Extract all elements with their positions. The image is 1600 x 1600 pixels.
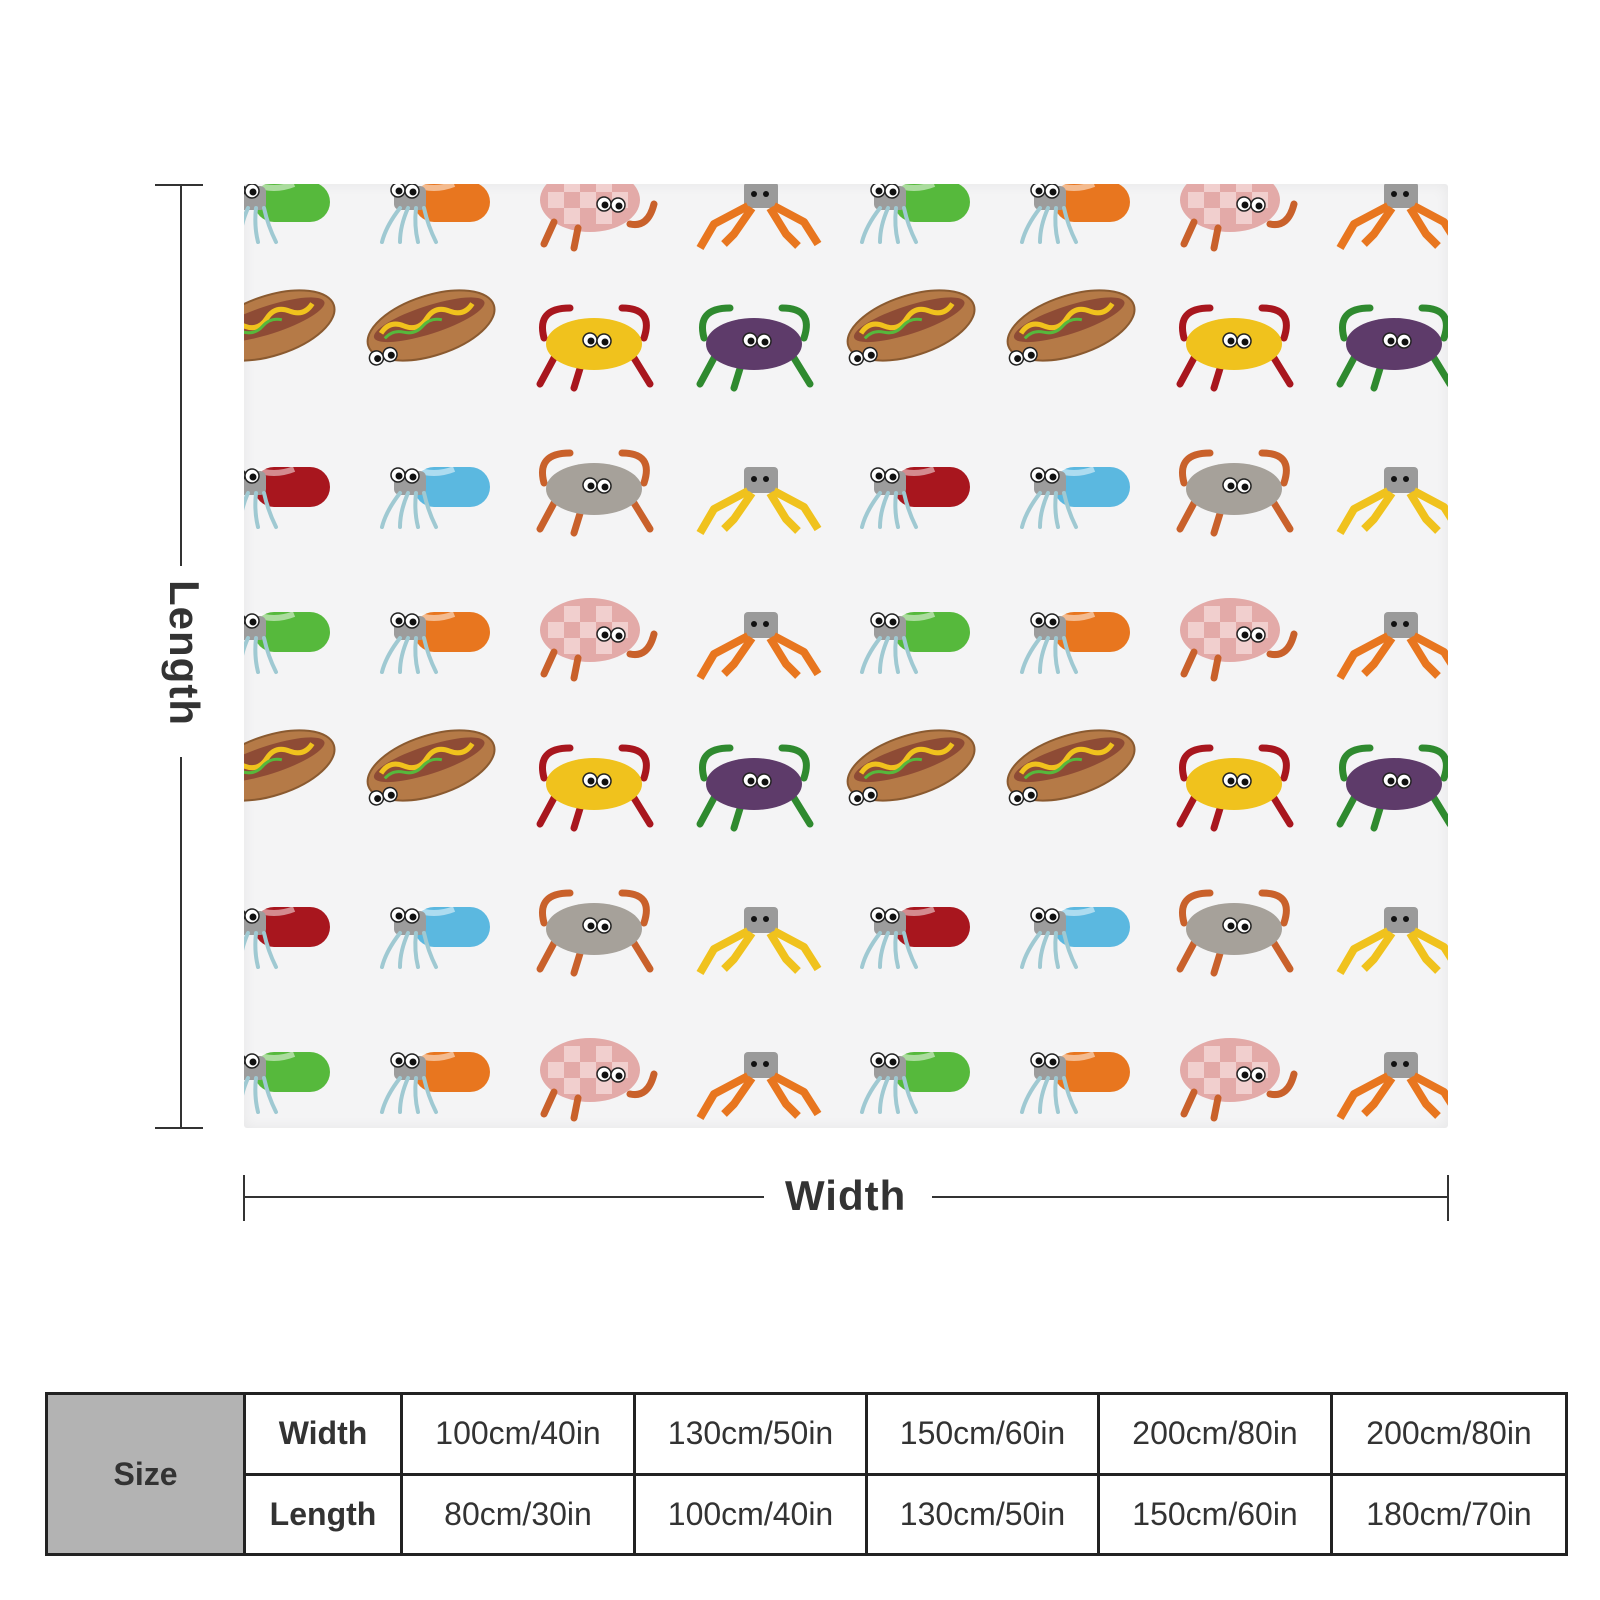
length-label-text: Length	[161, 580, 208, 726]
width-cell: 200cm/80in	[1330, 1392, 1568, 1476]
hot-dog-crab-icon	[366, 289, 496, 366]
width-cell: 200cm/80in	[1097, 1392, 1333, 1476]
hermit-crab-icon	[860, 611, 970, 674]
beetle-crab-icon	[536, 744, 654, 832]
hermit-crab-icon	[380, 906, 490, 969]
hermit-crab-icon	[244, 906, 330, 969]
hot-dog-crab-icon	[366, 729, 496, 806]
size-table-length-row: Length 80cm/30in 100cm/40in 130cm/50in 1…	[47, 1472, 1568, 1556]
width-left-tick	[243, 1175, 245, 1221]
hermit-crab-icon	[380, 466, 490, 529]
hermit-crab-icon	[860, 1051, 970, 1114]
hermit-crab-icon	[1020, 184, 1130, 244]
length-line-lower	[180, 757, 182, 1128]
length-line-upper	[180, 184, 182, 566]
blanket-pattern-preview	[244, 184, 1448, 1128]
beetle-crab-icon	[536, 449, 654, 537]
crab-pattern	[244, 184, 1448, 1122]
hermit-crab-icon	[244, 466, 330, 529]
hermit-crab-icon	[860, 184, 970, 244]
hermit-crab-icon	[860, 906, 970, 969]
hermit-crab-icon	[380, 1051, 490, 1114]
hermit-crab-icon	[1020, 611, 1130, 674]
width-cell: 150cm/60in	[865, 1392, 1100, 1476]
spider-crab-icon	[1336, 184, 1448, 251]
length-cell: 100cm/40in	[633, 1472, 868, 1556]
beetle-crab-icon	[1176, 744, 1294, 832]
spider-crab-icon	[696, 467, 822, 536]
spider-crab-icon	[696, 612, 822, 681]
hermit-crab-icon	[1180, 184, 1298, 252]
length-cell: 180cm/70in	[1330, 1472, 1568, 1556]
size-header: Size	[45, 1392, 246, 1556]
length-row-label: Length	[243, 1472, 403, 1556]
beetle-crab-icon	[1336, 744, 1448, 832]
spider-crab-icon	[696, 184, 822, 251]
length-bottom-tick	[155, 1127, 203, 1129]
spider-crab-icon	[1336, 907, 1448, 976]
hermit-crab-icon	[244, 1051, 330, 1114]
beetle-crab-icon	[696, 744, 814, 832]
length-top-tick	[155, 184, 203, 186]
hermit-crab-icon	[540, 598, 658, 682]
hot-dog-crab-icon	[846, 289, 976, 366]
width-row-label: Width	[243, 1392, 403, 1476]
hermit-crab-icon	[380, 611, 490, 674]
beetle-crab-icon	[1176, 449, 1294, 537]
beetle-crab-icon	[536, 889, 654, 977]
hermit-crab-icon	[860, 466, 970, 529]
hot-dog-crab-icon	[1006, 729, 1136, 806]
spider-crab-icon	[696, 1052, 822, 1121]
length-cell: 130cm/50in	[865, 1472, 1100, 1556]
size-table-width-row: Size Width 100cm/40in 130cm/50in 150cm/6…	[45, 1392, 1568, 1556]
hermit-crab-icon	[244, 611, 330, 674]
beetle-crab-icon	[1176, 304, 1294, 392]
hermit-crab-icon	[1020, 906, 1130, 969]
hermit-crab-icon	[1180, 598, 1298, 682]
hermit-crab-icon	[540, 1038, 658, 1122]
width-cell: 100cm/40in	[400, 1392, 636, 1476]
beetle-crab-icon	[1336, 304, 1448, 392]
spider-crab-icon	[1336, 467, 1448, 536]
size-table: Size Width 100cm/40in 130cm/50in 150cm/6…	[45, 1392, 1568, 1556]
beetle-crab-icon	[1176, 889, 1294, 977]
beetle-crab-icon	[536, 304, 654, 392]
width-cell: 130cm/50in	[633, 1392, 868, 1476]
hermit-crab-icon	[1020, 466, 1130, 529]
length-cell: 80cm/30in	[400, 1472, 636, 1556]
beetle-crab-icon	[696, 304, 814, 392]
hot-dog-crab-icon	[244, 289, 336, 362]
hermit-crab-icon	[380, 184, 490, 244]
hermit-crab-icon	[1180, 1038, 1298, 1122]
width-line-left	[243, 1196, 764, 1198]
hot-dog-crab-icon	[1006, 289, 1136, 366]
hot-dog-crab-icon	[846, 729, 976, 806]
width-right-tick	[1447, 1175, 1449, 1221]
width-label: Width	[785, 1172, 907, 1219]
hot-dog-crab-icon	[244, 729, 336, 802]
hermit-crab-icon	[244, 184, 330, 244]
hermit-crab-icon	[540, 184, 658, 252]
hermit-crab-icon	[1020, 1051, 1130, 1114]
spider-crab-icon	[696, 907, 822, 976]
length-cell: 150cm/60in	[1097, 1472, 1333, 1556]
spider-crab-icon	[1336, 612, 1448, 681]
spider-crab-icon	[1336, 1052, 1448, 1121]
width-line-right	[932, 1196, 1449, 1198]
